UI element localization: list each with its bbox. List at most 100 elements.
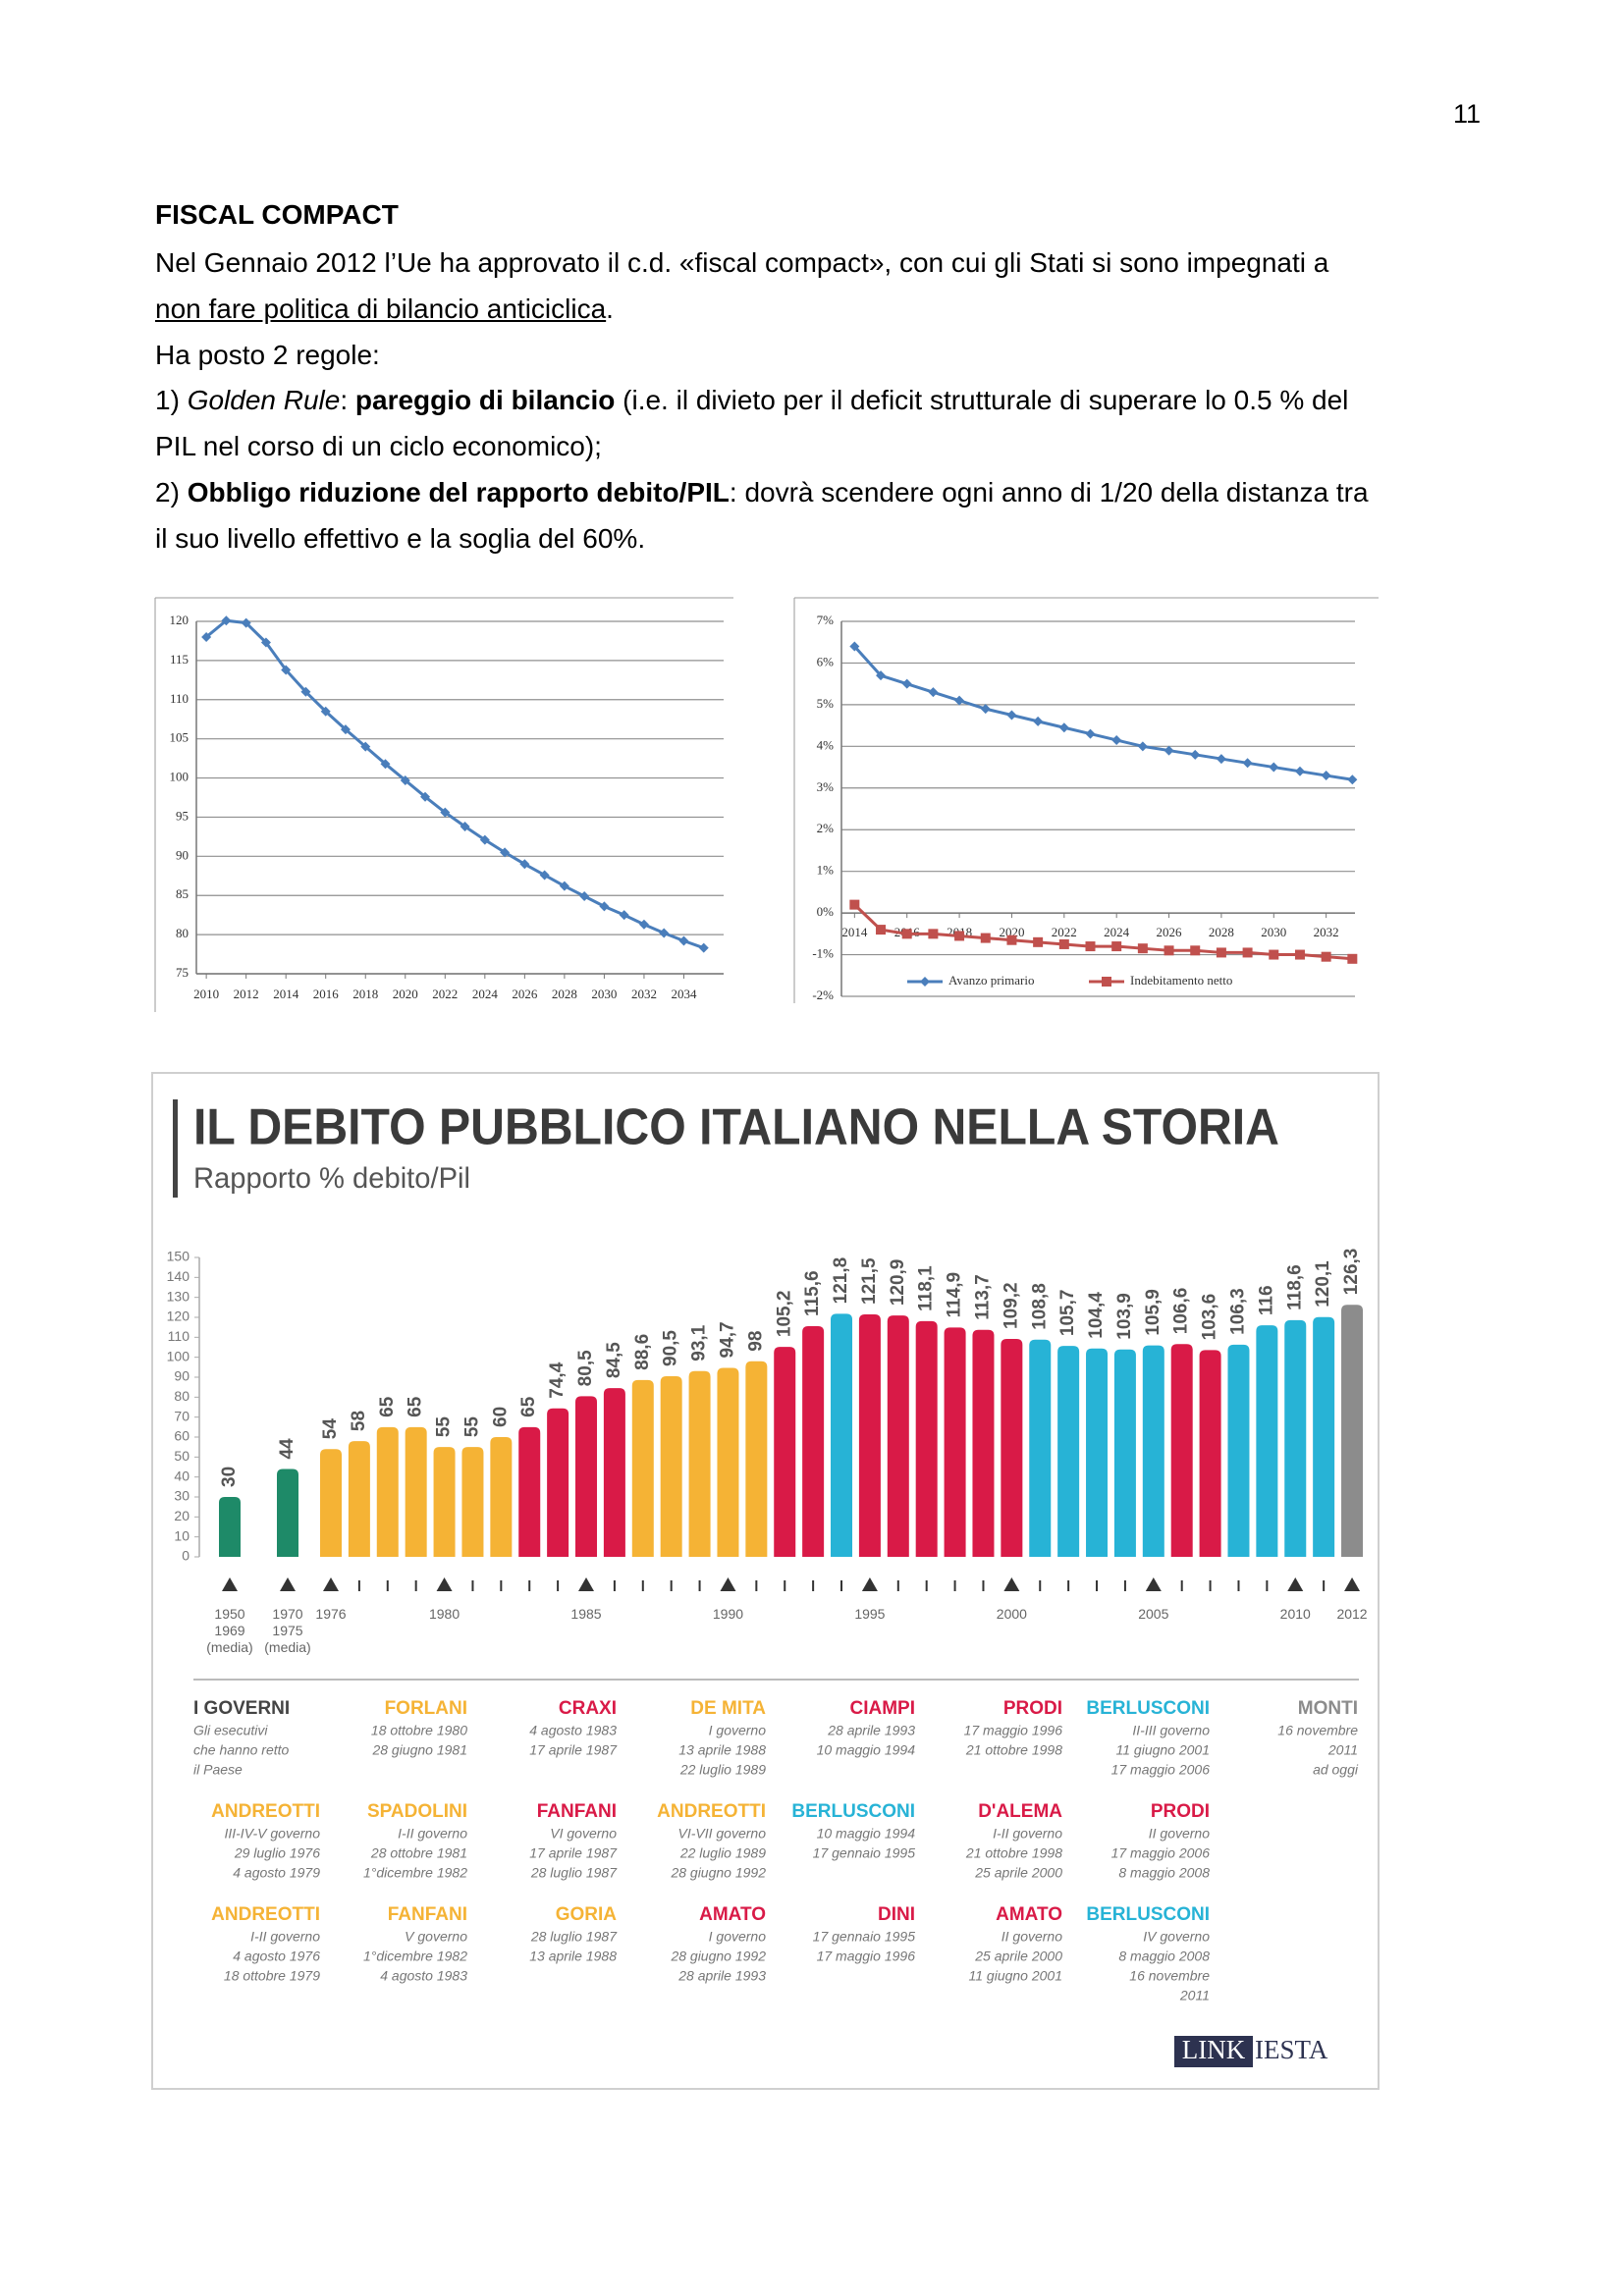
government-detail: che hanno retto <box>193 1742 290 1758</box>
data-point <box>1216 947 1226 958</box>
section-title: FISCAL COMPACT <box>155 199 399 230</box>
government-detail: 28 luglio 1987 <box>530 1929 618 1945</box>
bar <box>461 1447 484 1557</box>
government-detail: 17 maggio 2006 <box>1111 1845 1211 1861</box>
text-segment: Ha posto 2 regole: <box>155 339 380 370</box>
y-tick-label: 70 <box>174 1408 189 1423</box>
value-label: 116 <box>1256 1285 1276 1315</box>
bar <box>405 1426 427 1557</box>
x-tick-label: 1970 1975 (media) <box>264 1606 311 1655</box>
value-label: 113,7 <box>972 1274 993 1320</box>
value-label: 118,1 <box>916 1265 937 1311</box>
bar <box>972 1329 995 1557</box>
infographic-subtitle: Rapporto % debito/Pil <box>193 1162 470 1195</box>
government-detail: 17 gennaio 1995 <box>813 1929 916 1945</box>
government-detail: il Paese <box>193 1762 243 1778</box>
y-tick-label: 1% <box>817 863 835 878</box>
value-label: 93,1 <box>689 1324 710 1361</box>
category-marker <box>280 1577 296 1591</box>
data-point <box>320 706 331 717</box>
value-label: 109,2 <box>1001 1282 1021 1329</box>
y-tick-label: 85 <box>176 886 189 901</box>
text-line: PIL nel corso di un ciclo economico); <box>155 430 602 463</box>
government-name: SPADOLINI <box>367 1801 467 1822</box>
data-point <box>519 859 530 870</box>
x-tick-label: 2010 <box>193 987 219 1001</box>
x-tick-label: 2024 <box>472 987 499 1001</box>
y-tick-label: 30 <box>174 1488 189 1504</box>
government-name: FORLANI <box>385 1698 467 1719</box>
data-point <box>559 881 569 891</box>
x-tick-label: 2028 <box>552 987 577 1001</box>
value-label: 115,6 <box>802 1270 823 1316</box>
y-tick-label: 120 <box>167 1308 190 1324</box>
x-tick-label: 2028 <box>1209 925 1234 939</box>
value-label: 103,6 <box>1200 1294 1220 1341</box>
text-segment: (i.e. il divieto per il deficit struttur… <box>615 385 1349 416</box>
government-name: BERLUSCONI <box>1086 1698 1210 1719</box>
infographic-title: IL DEBITO PUBBLICO ITALIANO NELLA STORIA <box>193 1099 1279 1156</box>
government-detail: 13 aprile 1988 <box>529 1949 617 1964</box>
data-point <box>928 687 939 698</box>
government-detail: 13 aprile 1988 <box>678 1742 766 1758</box>
government-detail: 28 giugno 1981 <box>371 1742 467 1758</box>
government-detail: 16 novembre <box>1129 1968 1210 1984</box>
value-label: 80,5 <box>575 1350 596 1386</box>
text-line: il suo livello effettivo e la soglia del… <box>155 522 645 556</box>
government-detail: ad oggi <box>1313 1762 1359 1778</box>
government-detail: I governo <box>709 1723 767 1738</box>
government-detail: 17 maggio 1996 <box>817 1949 916 1964</box>
government-detail: I-II governo <box>993 1826 1062 1842</box>
value-label: 103,9 <box>1114 1293 1135 1340</box>
data-point <box>1216 754 1226 765</box>
x-tick-label: 2030 <box>1261 925 1286 939</box>
government-detail: 11 giugno 2001 <box>969 1968 1063 1984</box>
government-detail: 17 maggio 1996 <box>964 1723 1063 1738</box>
data-point <box>619 910 629 921</box>
data-point <box>1033 936 1044 947</box>
value-label: 60 <box>490 1407 511 1427</box>
government-name: ANDREOTTI <box>657 1801 766 1822</box>
y-tick-label: 40 <box>174 1468 189 1483</box>
bar <box>887 1315 909 1557</box>
y-tick-label: 20 <box>174 1508 189 1523</box>
data-point <box>1294 949 1305 960</box>
value-label: 30 <box>219 1467 240 1487</box>
government-detail: 21 ottobre 1998 <box>965 1742 1062 1758</box>
data-line <box>853 645 1353 781</box>
government-detail: 18 ottobre 1979 <box>224 1968 320 1984</box>
government-detail: 1°dicembre 1982 <box>363 1865 467 1881</box>
data-point <box>539 870 550 881</box>
value-label: 121,5 <box>859 1257 880 1305</box>
data-point <box>1190 945 1201 956</box>
data-point <box>1164 945 1174 956</box>
data-point <box>1058 722 1069 733</box>
data-point <box>281 665 292 675</box>
government-detail: 2011 <box>1327 1742 1358 1758</box>
government-name: DE MITA <box>690 1698 766 1719</box>
y-tick-label: 0% <box>817 904 835 919</box>
bar <box>774 1347 796 1557</box>
government-name: PRODI <box>1151 1801 1210 1822</box>
data-point <box>1058 938 1069 949</box>
data-point <box>1085 728 1096 739</box>
bar <box>1341 1305 1364 1557</box>
government-detail: 22 luglio 1989 <box>679 1762 766 1778</box>
government-name: PRODI <box>1003 1698 1062 1719</box>
value-label: 94,7 <box>717 1321 737 1358</box>
value-label: 58 <box>349 1411 369 1431</box>
government-detail: 18 ottobre 1980 <box>371 1723 467 1738</box>
x-tick-label: 2014 <box>841 925 868 939</box>
data-point <box>678 935 689 946</box>
x-tick-label: 1976 <box>315 1606 347 1622</box>
data-point <box>380 759 391 770</box>
text-line: 2) Obbligo riduzione del rapporto debito… <box>155 476 1369 509</box>
value-label: 120,1 <box>1313 1260 1333 1308</box>
bar <box>320 1449 342 1557</box>
data-point <box>876 925 887 935</box>
y-tick-label: -1% <box>812 946 834 961</box>
x-tick-label: 2014 <box>273 987 299 1001</box>
data-point <box>1294 766 1305 776</box>
bar <box>745 1361 768 1557</box>
